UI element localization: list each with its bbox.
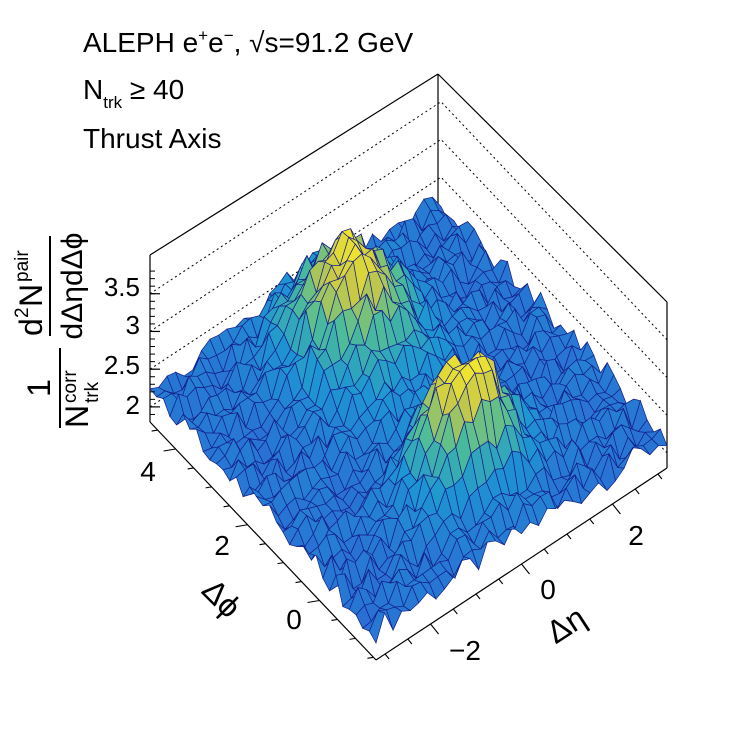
y-tick-label-0: 0 [286, 604, 302, 635]
z-tick-label-3: 3 [126, 310, 140, 340]
y-axis-line [149, 421, 377, 661]
y-minor-tick [349, 637, 356, 640]
x-tick-mark [430, 623, 439, 635]
title-line-2: Ntrk ≥ 40 [83, 74, 184, 112]
z-axis-ticks [150, 270, 160, 415]
x-minor-tick [657, 473, 663, 480]
z-title-num-main: N [13, 284, 49, 307]
y-minor-tick [277, 562, 284, 565]
x-minor-tick [566, 533, 572, 540]
z-title-num-sup: pair [12, 250, 33, 282]
title-line-1: ALEPH e+e−, √s=91.2 GeV [83, 26, 414, 58]
x-minor-tick [407, 638, 413, 645]
y-minor-tick [367, 656, 374, 659]
z-title-num-pre: d [13, 318, 49, 336]
z-title-norm-sup: corr [60, 370, 81, 403]
x-minor-tick [452, 608, 458, 615]
x-axis-ticks [384, 473, 663, 660]
z-title-den: dΔηdΔϕ [56, 233, 89, 340]
x-minor-tick [498, 578, 504, 585]
y-axis-ticks [151, 429, 374, 659]
y-minor-tick [331, 618, 338, 621]
surface-mesh [149, 196, 668, 644]
title-line-3: Thrust Axis [83, 123, 221, 154]
y-minor-tick [223, 505, 230, 508]
x-minor-tick [634, 488, 640, 495]
surface-cell [531, 291, 548, 310]
z-gridline [149, 101, 668, 341]
y-tick-mark [307, 599, 320, 604]
y-axis-title: Δϕ [195, 572, 248, 625]
z-title-num-sup2: 2 [12, 307, 33, 318]
z-title-prefix: 1 [21, 379, 57, 397]
z-title-norm-main: N [59, 405, 95, 428]
y-tick-mark [235, 524, 248, 528]
frame-back-top-right [437, 73, 668, 303]
y-tick-label-4: 4 [140, 456, 156, 487]
x-tick-label-2: 2 [628, 520, 644, 551]
z-gridline [149, 176, 668, 416]
frame-back-top-left [149, 73, 439, 256]
y-minor-tick [295, 581, 302, 584]
y-tick-mark [163, 448, 176, 452]
z-tick-label-2p5: 2.5 [104, 350, 140, 380]
x-axis-title: Δη [540, 599, 592, 651]
y-tick-label-2: 2 [214, 530, 230, 561]
x-minor-tick [589, 518, 595, 525]
y-minor-tick [259, 543, 266, 546]
x-tick-mark [612, 503, 621, 515]
y-minor-tick [187, 467, 194, 470]
z-tick-label-3p5: 3.5 [104, 272, 140, 302]
z-axis-title: 1 N corr trk d 2 N pair dΔηdΔϕ [12, 233, 103, 428]
plot-frame [149, 73, 668, 468]
z-title-norm-sub: trk [82, 381, 103, 403]
x-tick-mark [521, 563, 530, 575]
x-minor-tick [384, 653, 390, 660]
z-tick-label-2: 2 [126, 390, 140, 420]
x-tick-label-0: 0 [540, 574, 556, 605]
x-minor-tick [475, 593, 481, 600]
y-minor-tick [205, 486, 212, 489]
x-tick-label-neg2: −2 [449, 635, 481, 666]
surface-cell [651, 428, 668, 447]
y-minor-tick [151, 429, 158, 432]
z-gridline [149, 138, 668, 378]
x-minor-tick [543, 548, 549, 555]
